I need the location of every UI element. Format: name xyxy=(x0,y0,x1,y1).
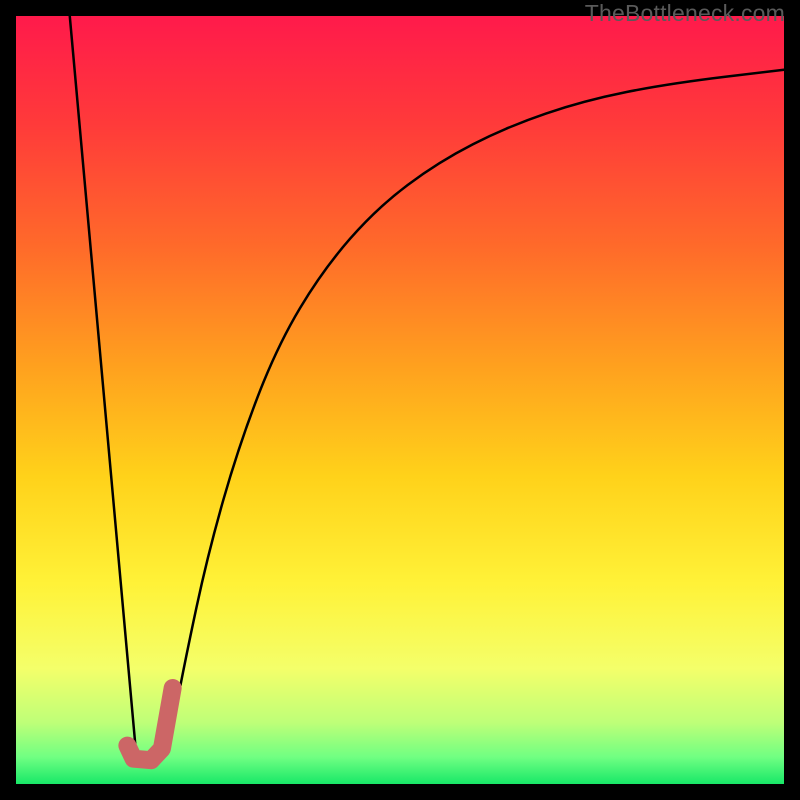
plot-background xyxy=(16,16,784,784)
watermark-text: TheBottleneck.com xyxy=(585,0,785,27)
chart-svg xyxy=(0,0,800,800)
chart-stage: TheBottleneck.com xyxy=(0,0,800,800)
